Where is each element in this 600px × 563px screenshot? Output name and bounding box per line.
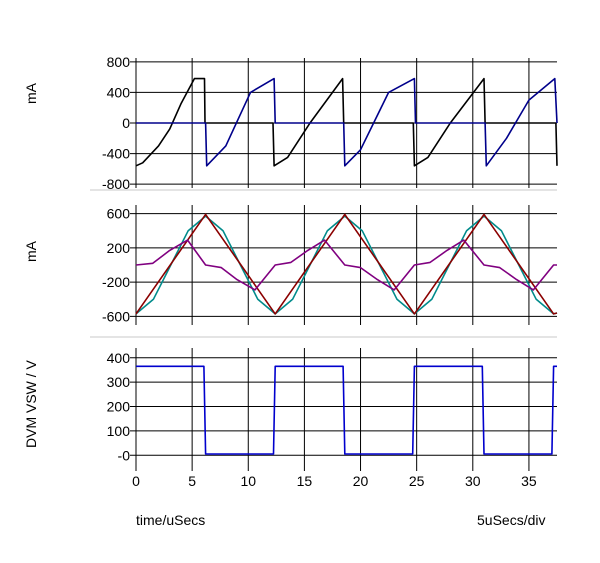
x-scale-note: 5uSecs/div bbox=[477, 512, 546, 528]
series-line-p1-2 bbox=[135, 239, 557, 291]
series-line-p2-0 bbox=[136, 365, 557, 455]
ylabel-top: mA bbox=[23, 83, 39, 104]
ytick-label-p2-3: 100 bbox=[107, 423, 131, 439]
ytick-label-p2-4: -0 bbox=[118, 447, 131, 463]
xtick-label-3: 15 bbox=[297, 473, 313, 489]
series-line-p0-1 bbox=[136, 77, 558, 167]
ytick-label-p0-2: 0 bbox=[122, 115, 130, 131]
ylabel-bottom: DVM VSW / V bbox=[23, 360, 39, 448]
ytick-label-p0-0: 800 bbox=[107, 54, 131, 70]
ytick-label-p2-0: 400 bbox=[107, 350, 131, 366]
xtick-label-1: 5 bbox=[188, 473, 196, 489]
series-line-p0-0 bbox=[135, 77, 558, 167]
ytick-label-p0-4: -800 bbox=[102, 176, 130, 192]
series-line-p1-1 bbox=[135, 213, 558, 315]
ytick-label-p1-2: -200 bbox=[102, 274, 130, 290]
xtick-label-2: 10 bbox=[240, 473, 256, 489]
ytick-label-p1-3: -600 bbox=[102, 308, 130, 324]
ytick-label-p2-1: 300 bbox=[107, 374, 131, 390]
xtick-label-5: 25 bbox=[409, 473, 425, 489]
ytick-label-p0-3: -400 bbox=[102, 146, 130, 162]
xtick-label-7: 35 bbox=[521, 473, 537, 489]
xtick-label-4: 20 bbox=[353, 473, 369, 489]
ylabel-mid: mA bbox=[23, 241, 39, 262]
ytick-label-p2-2: 200 bbox=[107, 399, 131, 415]
xtick-label-0: 0 bbox=[132, 473, 140, 489]
ytick-label-p0-1: 400 bbox=[107, 84, 131, 100]
xtick-label-6: 30 bbox=[465, 473, 481, 489]
ytick-label-p1-0: 600 bbox=[107, 206, 131, 222]
ytick-label-p1-1: 200 bbox=[107, 240, 131, 256]
xaxis-label: time/uSecs bbox=[136, 512, 206, 528]
